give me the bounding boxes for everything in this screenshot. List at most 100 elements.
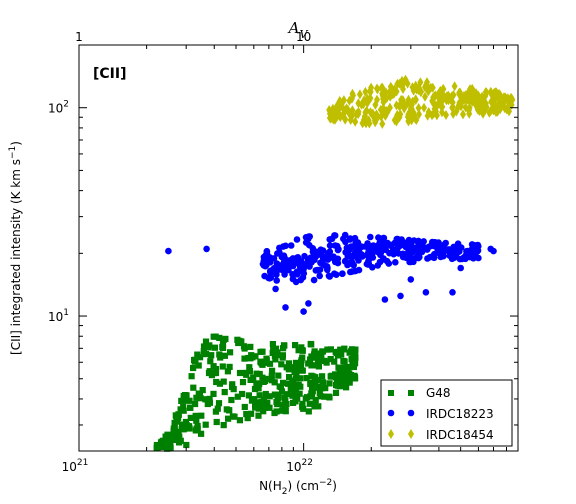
point-g48 <box>202 338 210 345</box>
point-g48 <box>234 393 241 400</box>
point-irdc18223 <box>399 253 407 261</box>
point-irdc18223 <box>273 277 281 284</box>
point-g48 <box>202 421 209 428</box>
point-g48 <box>259 348 266 355</box>
point-g48 <box>299 400 306 407</box>
point-g48 <box>282 402 289 409</box>
point-g48 <box>278 407 286 414</box>
point-g48 <box>222 335 229 342</box>
point-g48 <box>268 377 275 384</box>
point-irdc18223 <box>358 243 365 250</box>
point-irdc18223 <box>379 245 387 252</box>
point-irdc18223 <box>376 258 384 266</box>
point-g48 <box>172 412 179 419</box>
point-g48 <box>174 428 181 436</box>
point-g48 <box>230 386 237 393</box>
point-g48 <box>248 410 255 417</box>
point-irdc18454 <box>451 81 458 92</box>
point-g48 <box>344 369 351 376</box>
point-irdc18454 <box>391 115 398 126</box>
point-g48 <box>255 385 262 392</box>
point-g48 <box>246 364 253 371</box>
point-g48 <box>258 398 265 406</box>
point-g48 <box>334 348 342 355</box>
point-irdc18223 <box>420 238 428 245</box>
point-irdc18223 <box>351 234 359 242</box>
point-irdc18223 <box>487 245 495 253</box>
point-g48 <box>236 417 243 424</box>
point-irdc18223 <box>300 308 307 315</box>
point-g48 <box>272 345 280 352</box>
point-irdc18454 <box>455 101 462 112</box>
point-g48 <box>311 379 319 386</box>
point-irdc18454 <box>362 107 369 118</box>
point-g48 <box>318 393 325 400</box>
point-g48 <box>239 390 246 398</box>
point-irdc18454 <box>355 106 362 117</box>
point-irdc18223 <box>315 251 322 258</box>
point-irdc18223 <box>347 268 354 276</box>
point-irdc18223 <box>330 253 337 260</box>
point-g48 <box>241 345 248 352</box>
point-g48 <box>307 380 314 388</box>
point-irdc18454 <box>366 86 373 97</box>
point-g48 <box>207 358 214 365</box>
point-g48 <box>216 380 223 387</box>
point-irdc18454 <box>352 116 359 127</box>
point-irdc18223 <box>350 261 358 269</box>
point-irdc18223 <box>390 248 397 256</box>
point-g48 <box>244 415 251 422</box>
point-irdc18454 <box>394 78 401 89</box>
point-irdc18223 <box>425 243 433 251</box>
point-irdc18223 <box>359 253 366 260</box>
point-g48 <box>279 352 286 359</box>
point-g48 <box>217 354 224 361</box>
point-irdc18454 <box>386 87 393 98</box>
point-g48 <box>299 367 306 374</box>
point-g48 <box>254 402 261 409</box>
point-irdc18454 <box>362 86 369 97</box>
point-g48 <box>200 343 208 350</box>
point-g48 <box>220 422 227 429</box>
legend-box <box>380 379 513 447</box>
point-g48 <box>227 349 234 356</box>
legend-marker-g48-2 <box>408 390 414 396</box>
point-g48 <box>160 443 167 451</box>
point-g48 <box>292 375 299 382</box>
point-irdc18454 <box>427 82 434 93</box>
point-g48 <box>234 336 241 343</box>
point-irdc18454 <box>371 115 378 126</box>
point-g48 <box>198 412 205 419</box>
point-irdc18454 <box>439 101 446 112</box>
point-g48 <box>229 381 236 388</box>
point-irdc18223 <box>306 263 313 270</box>
point-g48 <box>223 406 230 413</box>
point-irdc18223 <box>365 257 372 265</box>
point-g48 <box>308 362 315 369</box>
point-g48 <box>219 363 226 370</box>
point-irdc18223 <box>280 258 288 266</box>
point-irdc18223 <box>287 242 295 249</box>
point-irdc18454 <box>480 108 486 119</box>
point-irdc18223 <box>352 239 360 247</box>
point-irdc18223 <box>451 252 459 259</box>
point-g48 <box>167 443 174 450</box>
point-irdc18454 <box>367 107 374 118</box>
point-irdc18454 <box>418 86 425 97</box>
point-g48 <box>307 356 314 363</box>
point-g48 <box>194 351 201 358</box>
point-g48 <box>241 403 248 411</box>
point-irdc18223 <box>309 245 317 252</box>
point-g48 <box>199 387 206 394</box>
point-irdc18454 <box>360 99 367 110</box>
point-irdc18223 <box>434 246 442 253</box>
legend-entry-g48: G48 <box>388 386 451 400</box>
point-irdc18454 <box>430 108 437 119</box>
point-irdc18223 <box>406 258 413 266</box>
point-g48 <box>280 342 288 349</box>
point-g48 <box>298 357 305 364</box>
point-g48 <box>307 340 314 348</box>
x-axis-title: N(H2) (cm−2) <box>259 478 337 497</box>
x-tick-label: 1022 <box>286 458 313 474</box>
